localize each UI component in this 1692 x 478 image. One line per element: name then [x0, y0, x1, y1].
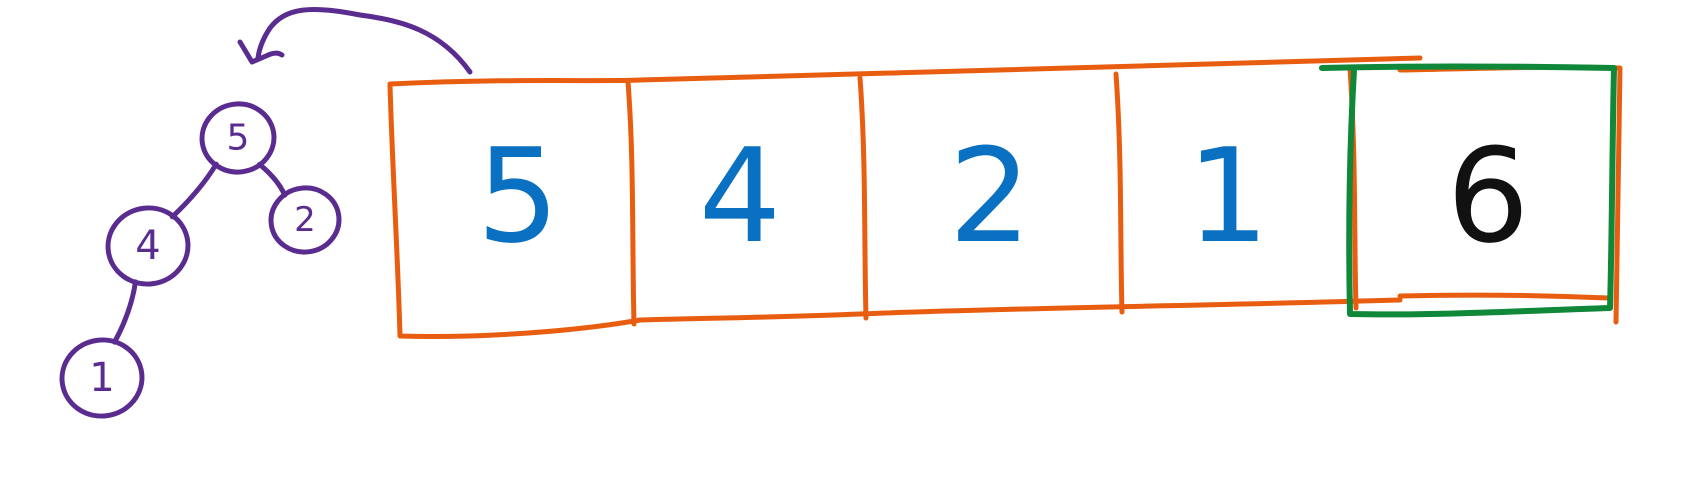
sorted-cell-highlight — [1319, 63, 1617, 318]
array-cell-value: 4 — [699, 120, 782, 272]
array-cell-value: 2 — [949, 120, 1032, 272]
array-cell-divider — [857, 75, 869, 321]
tree-node-circle — [268, 185, 342, 255]
tree-node-value: 4 — [135, 223, 160, 269]
heap-tree: 5 4 2 1 — [59, 101, 342, 419]
array-cell-value: 1 — [1187, 120, 1270, 272]
tree-edge — [257, 161, 288, 198]
tree-node-circle — [59, 337, 145, 419]
arrow-head-icon — [237, 39, 285, 65]
tree-node-value: 5 — [227, 118, 250, 159]
array-outline — [387, 55, 1423, 339]
array-to-tree-arrow — [237, 6, 473, 75]
tree-node-value: 1 — [89, 355, 114, 401]
curved-arrow-line — [255, 6, 473, 75]
tree-edge — [112, 279, 138, 345]
tree-node-circle — [105, 205, 191, 287]
tree-node-value: 2 — [294, 200, 316, 240]
array-cell-value: 6 — [1447, 120, 1530, 272]
array-cell-divider — [625, 79, 637, 327]
tree-edge — [169, 161, 219, 220]
tree-node-circle — [199, 101, 277, 175]
array-cell-value: 5 — [477, 120, 560, 272]
array-cell-divider — [1113, 71, 1125, 315]
